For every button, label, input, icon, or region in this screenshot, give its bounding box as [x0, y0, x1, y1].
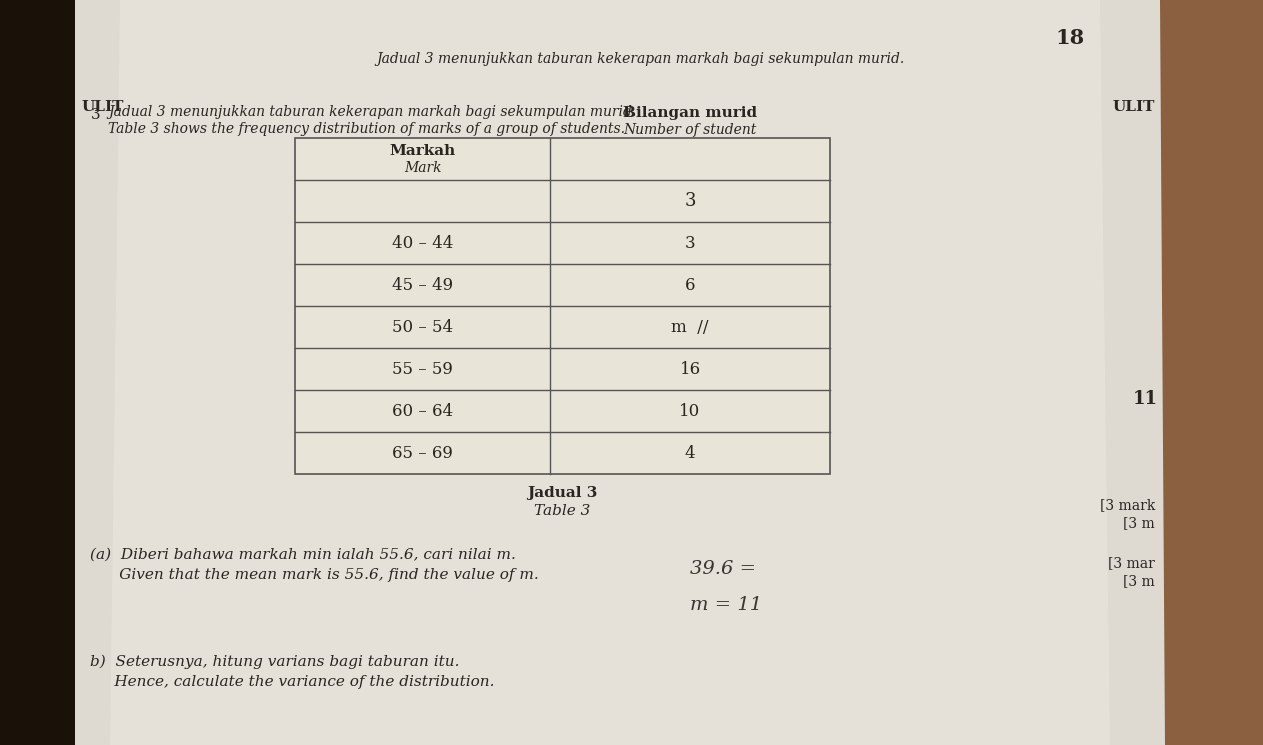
Text: Number of student: Number of student — [624, 123, 757, 137]
Text: Table 3: Table 3 — [534, 504, 591, 518]
Text: b)  Seterusnya, hitung varians bagi taburan itu.: b) Seterusnya, hitung varians bagi tabur… — [90, 655, 460, 670]
Polygon shape — [296, 138, 830, 474]
Text: ULIT: ULIT — [1113, 100, 1154, 114]
Text: Hence, calculate the variance of the distribution.: Hence, calculate the variance of the dis… — [90, 675, 495, 689]
Text: (a)  Diberi bahawa markah min ialah 55.6, cari nilai m.: (a) Diberi bahawa markah min ialah 55.6,… — [90, 548, 515, 562]
Text: 3: 3 — [91, 108, 101, 122]
Polygon shape — [0, 0, 80, 745]
Text: ULIT: ULIT — [82, 100, 124, 114]
Text: m  //: m // — [671, 319, 709, 335]
Text: 55 – 59: 55 – 59 — [392, 361, 453, 378]
Text: 18: 18 — [1056, 28, 1085, 48]
Text: 60 – 64: 60 – 64 — [392, 402, 453, 419]
Text: 39.6 =: 39.6 = — [690, 560, 757, 578]
Polygon shape — [75, 0, 1164, 745]
Text: Jadual 3 menunjukkan taburan kekerapan markah bagi sekumpulan murid.: Jadual 3 menunjukkan taburan kekerapan m… — [376, 52, 904, 66]
Text: Jadual 3: Jadual 3 — [528, 486, 597, 500]
Text: 40 – 44: 40 – 44 — [392, 235, 453, 252]
Text: 3: 3 — [685, 192, 696, 210]
Text: 50 – 54: 50 – 54 — [392, 319, 453, 335]
Polygon shape — [1159, 0, 1263, 745]
Polygon shape — [110, 0, 1110, 745]
Text: Table 3 shows the frequency distribution of marks of a group of students.: Table 3 shows the frequency distribution… — [109, 122, 625, 136]
Text: 3: 3 — [685, 235, 696, 252]
Text: [3 mark: [3 mark — [1100, 498, 1154, 512]
Text: 10: 10 — [679, 402, 701, 419]
Text: Markah: Markah — [389, 144, 456, 158]
Text: m = 11: m = 11 — [690, 596, 762, 614]
Text: 11: 11 — [1133, 390, 1157, 408]
Text: 4: 4 — [685, 445, 696, 461]
Text: 65 – 69: 65 – 69 — [392, 445, 453, 461]
Text: Bilangan murid: Bilangan murid — [623, 106, 757, 120]
Text: Given that the mean mark is 55.6, find the value of m.: Given that the mean mark is 55.6, find t… — [90, 568, 539, 582]
Text: [3 m: [3 m — [1123, 516, 1154, 530]
Text: Mark: Mark — [404, 161, 441, 175]
Text: Jadual 3 menunjukkan taburan kekerapan markah bagi sekumpulan murid.: Jadual 3 menunjukkan taburan kekerapan m… — [109, 105, 637, 119]
Text: 6: 6 — [685, 276, 695, 294]
Text: 45 – 49: 45 – 49 — [392, 276, 453, 294]
Text: [3 mar: [3 mar — [1108, 556, 1154, 570]
Text: [3 m: [3 m — [1123, 574, 1154, 588]
Text: 16: 16 — [679, 361, 701, 378]
